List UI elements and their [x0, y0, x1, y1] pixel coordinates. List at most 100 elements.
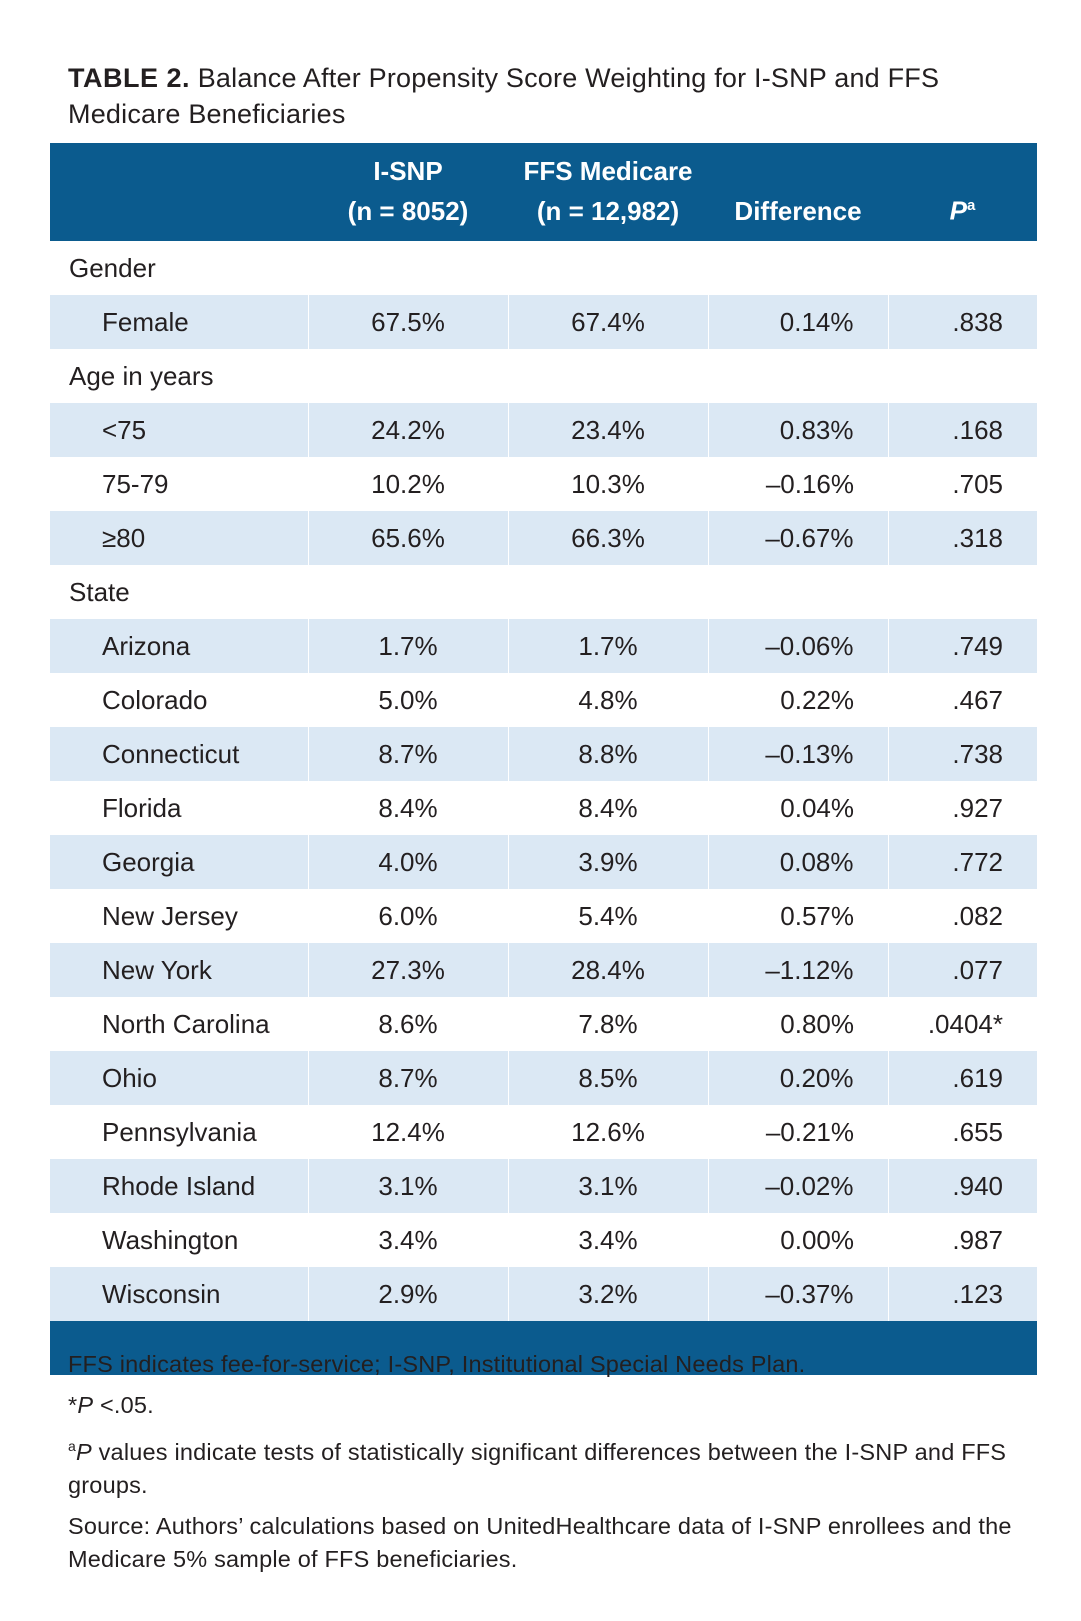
p-value: .705 [952, 468, 1003, 499]
p-value: .940 [887, 1159, 1037, 1213]
footnote-p-values: aP values indicate tests of statisticall… [68, 1430, 1028, 1502]
row-label: Washington [102, 1224, 239, 1255]
isnp-value: 2.9% [307, 1267, 508, 1321]
table-title: TABLE 2. Balance After Propensity Score … [68, 60, 1018, 132]
header-p-letter: P [949, 196, 967, 226]
difference-value: –0.13% [707, 727, 888, 781]
header-p-sup: a [967, 197, 976, 215]
p-value: .123 [887, 1267, 1037, 1321]
p-value: .749 [887, 619, 1037, 673]
difference-value: 0.57% [780, 900, 854, 931]
difference-value: –0.21% [765, 1116, 854, 1147]
row-label: Female [50, 295, 308, 349]
difference-value: 0.22% [780, 684, 854, 715]
p-value: .838 [887, 295, 1037, 349]
difference-value: 0.04% [780, 792, 854, 823]
header-ffs: FFS Medicare (n = 12,982) [508, 143, 708, 241]
row-label: Arizona [50, 619, 308, 673]
p-value: .619 [887, 1051, 1037, 1105]
difference-value: –0.67% [707, 511, 888, 565]
row-label: Pennsylvania [102, 1116, 257, 1147]
header-blank [50, 143, 308, 241]
footnote-source: Source: Authors’ calculations based on U… [68, 1512, 1012, 1572]
isnp-value: 67.5% [307, 295, 508, 349]
p-value: .318 [887, 511, 1037, 565]
row-label: <75 [50, 403, 308, 457]
p-value: .655 [952, 1116, 1003, 1147]
row-label: Ohio [50, 1051, 308, 1105]
header-isnp: I-SNP (n = 8052) [308, 143, 508, 241]
row-label: New Jersey [102, 900, 238, 931]
footnote-p-text: values indicate tests of statistically s… [68, 1438, 1007, 1498]
table-row: Florida 8.4% 8.4% 0.04% .927 [50, 781, 1037, 835]
isnp-value: 1.7% [307, 619, 508, 673]
isnp-value: 5.0% [378, 684, 438, 715]
table-header: I-SNP (n = 8052) FFS Medicare (n = 12,98… [50, 143, 1037, 241]
table-number: TABLE 2. [68, 63, 191, 93]
table-row: 75-79 10.2% 10.3% –0.16% .705 [50, 457, 1037, 511]
footnote-abbreviations: FFS indicates fee-for-service; I-SNP, In… [68, 1351, 806, 1377]
table-footnotes: FFS indicates fee-for-service; I-SNP, In… [68, 1348, 1028, 1584]
table-row: Wisconsin 2.9% 3.2% –0.37% .123 [50, 1267, 1037, 1321]
row-label: 75-79 [102, 468, 169, 499]
isnp-value: 3.1% [307, 1159, 508, 1213]
table-caption: Balance After Propensity Score Weighting… [68, 63, 940, 129]
group-row: Age in years [50, 349, 1037, 403]
footnote-p-letter: P [76, 1438, 92, 1465]
difference-value: 0.00% [780, 1224, 854, 1255]
ffs-value: 5.4% [578, 900, 638, 931]
header-ffs-name: FFS Medicare [523, 156, 693, 186]
ffs-value: 3.2% [507, 1267, 708, 1321]
p-value: .738 [887, 727, 1037, 781]
table-row: ≥80 65.6% 66.3% –0.67% .318 [50, 511, 1037, 565]
row-label: North Carolina [102, 1008, 270, 1039]
ffs-value: 23.4% [507, 403, 708, 457]
isnp-value: 24.2% [307, 403, 508, 457]
p-value: .077 [887, 943, 1037, 997]
p-value: .168 [887, 403, 1037, 457]
ffs-value: 8.8% [507, 727, 708, 781]
ffs-value: 3.4% [578, 1224, 638, 1255]
footnote-significance-letter: P [77, 1392, 94, 1418]
footnote-significance-mark: * [68, 1392, 78, 1418]
row-label: Colorado [102, 684, 208, 715]
table-row: Arizona 1.7% 1.7% –0.06% .749 [50, 619, 1037, 673]
ffs-value: 8.5% [507, 1051, 708, 1105]
isnp-value: 10.2% [371, 468, 445, 499]
group-row: State [50, 565, 1037, 619]
table-row: Georgia 4.0% 3.9% 0.08% .772 [50, 835, 1037, 889]
difference-value: –0.37% [707, 1267, 888, 1321]
ffs-value: 8.4% [578, 792, 638, 823]
row-label: Rhode Island [50, 1159, 308, 1213]
group-label: State [69, 576, 130, 607]
table-bottom-rule [50, 1321, 1037, 1375]
table-row: Washington 3.4% 3.4% 0.00% .987 [50, 1213, 1037, 1267]
row-label: Connecticut [50, 727, 308, 781]
header-isnp-name: I-SNP [373, 156, 443, 186]
difference-value: 0.80% [780, 1008, 854, 1039]
p-value: .772 [887, 835, 1037, 889]
table-row: Rhode Island 3.1% 3.1% –0.02% .940 [50, 1159, 1037, 1213]
table-row: North Carolina 8.6% 7.8% 0.80% .0404* [50, 997, 1037, 1051]
p-value: .082 [952, 900, 1003, 931]
p-value: .467 [952, 684, 1003, 715]
table-row: Connecticut 8.7% 8.8% –0.13% .738 [50, 727, 1037, 781]
row-label: ≥80 [50, 511, 308, 565]
difference-value: 0.20% [707, 1051, 888, 1105]
ffs-value: 1.7% [507, 619, 708, 673]
table-row: <75 24.2% 23.4% 0.83% .168 [50, 403, 1037, 457]
balance-table: I-SNP (n = 8052) FFS Medicare (n = 12,98… [50, 143, 1037, 1375]
table-row: Pennsylvania 12.4% 12.6% –0.21% .655 [50, 1105, 1037, 1159]
difference-value: –0.16% [765, 468, 854, 499]
difference-value: 0.14% [707, 295, 888, 349]
row-label: Wisconsin [50, 1267, 308, 1321]
table-row: Female 67.5% 67.4% 0.14% .838 [50, 295, 1037, 349]
footnote-significance: *P <.05. [68, 1389, 1028, 1422]
row-label: Georgia [50, 835, 308, 889]
header-isnp-n: (n = 8052) [347, 196, 469, 226]
isnp-value: 27.3% [307, 943, 508, 997]
difference-value: 0.83% [707, 403, 888, 457]
ffs-value: 12.6% [571, 1116, 645, 1147]
isnp-value: 6.0% [378, 900, 438, 931]
